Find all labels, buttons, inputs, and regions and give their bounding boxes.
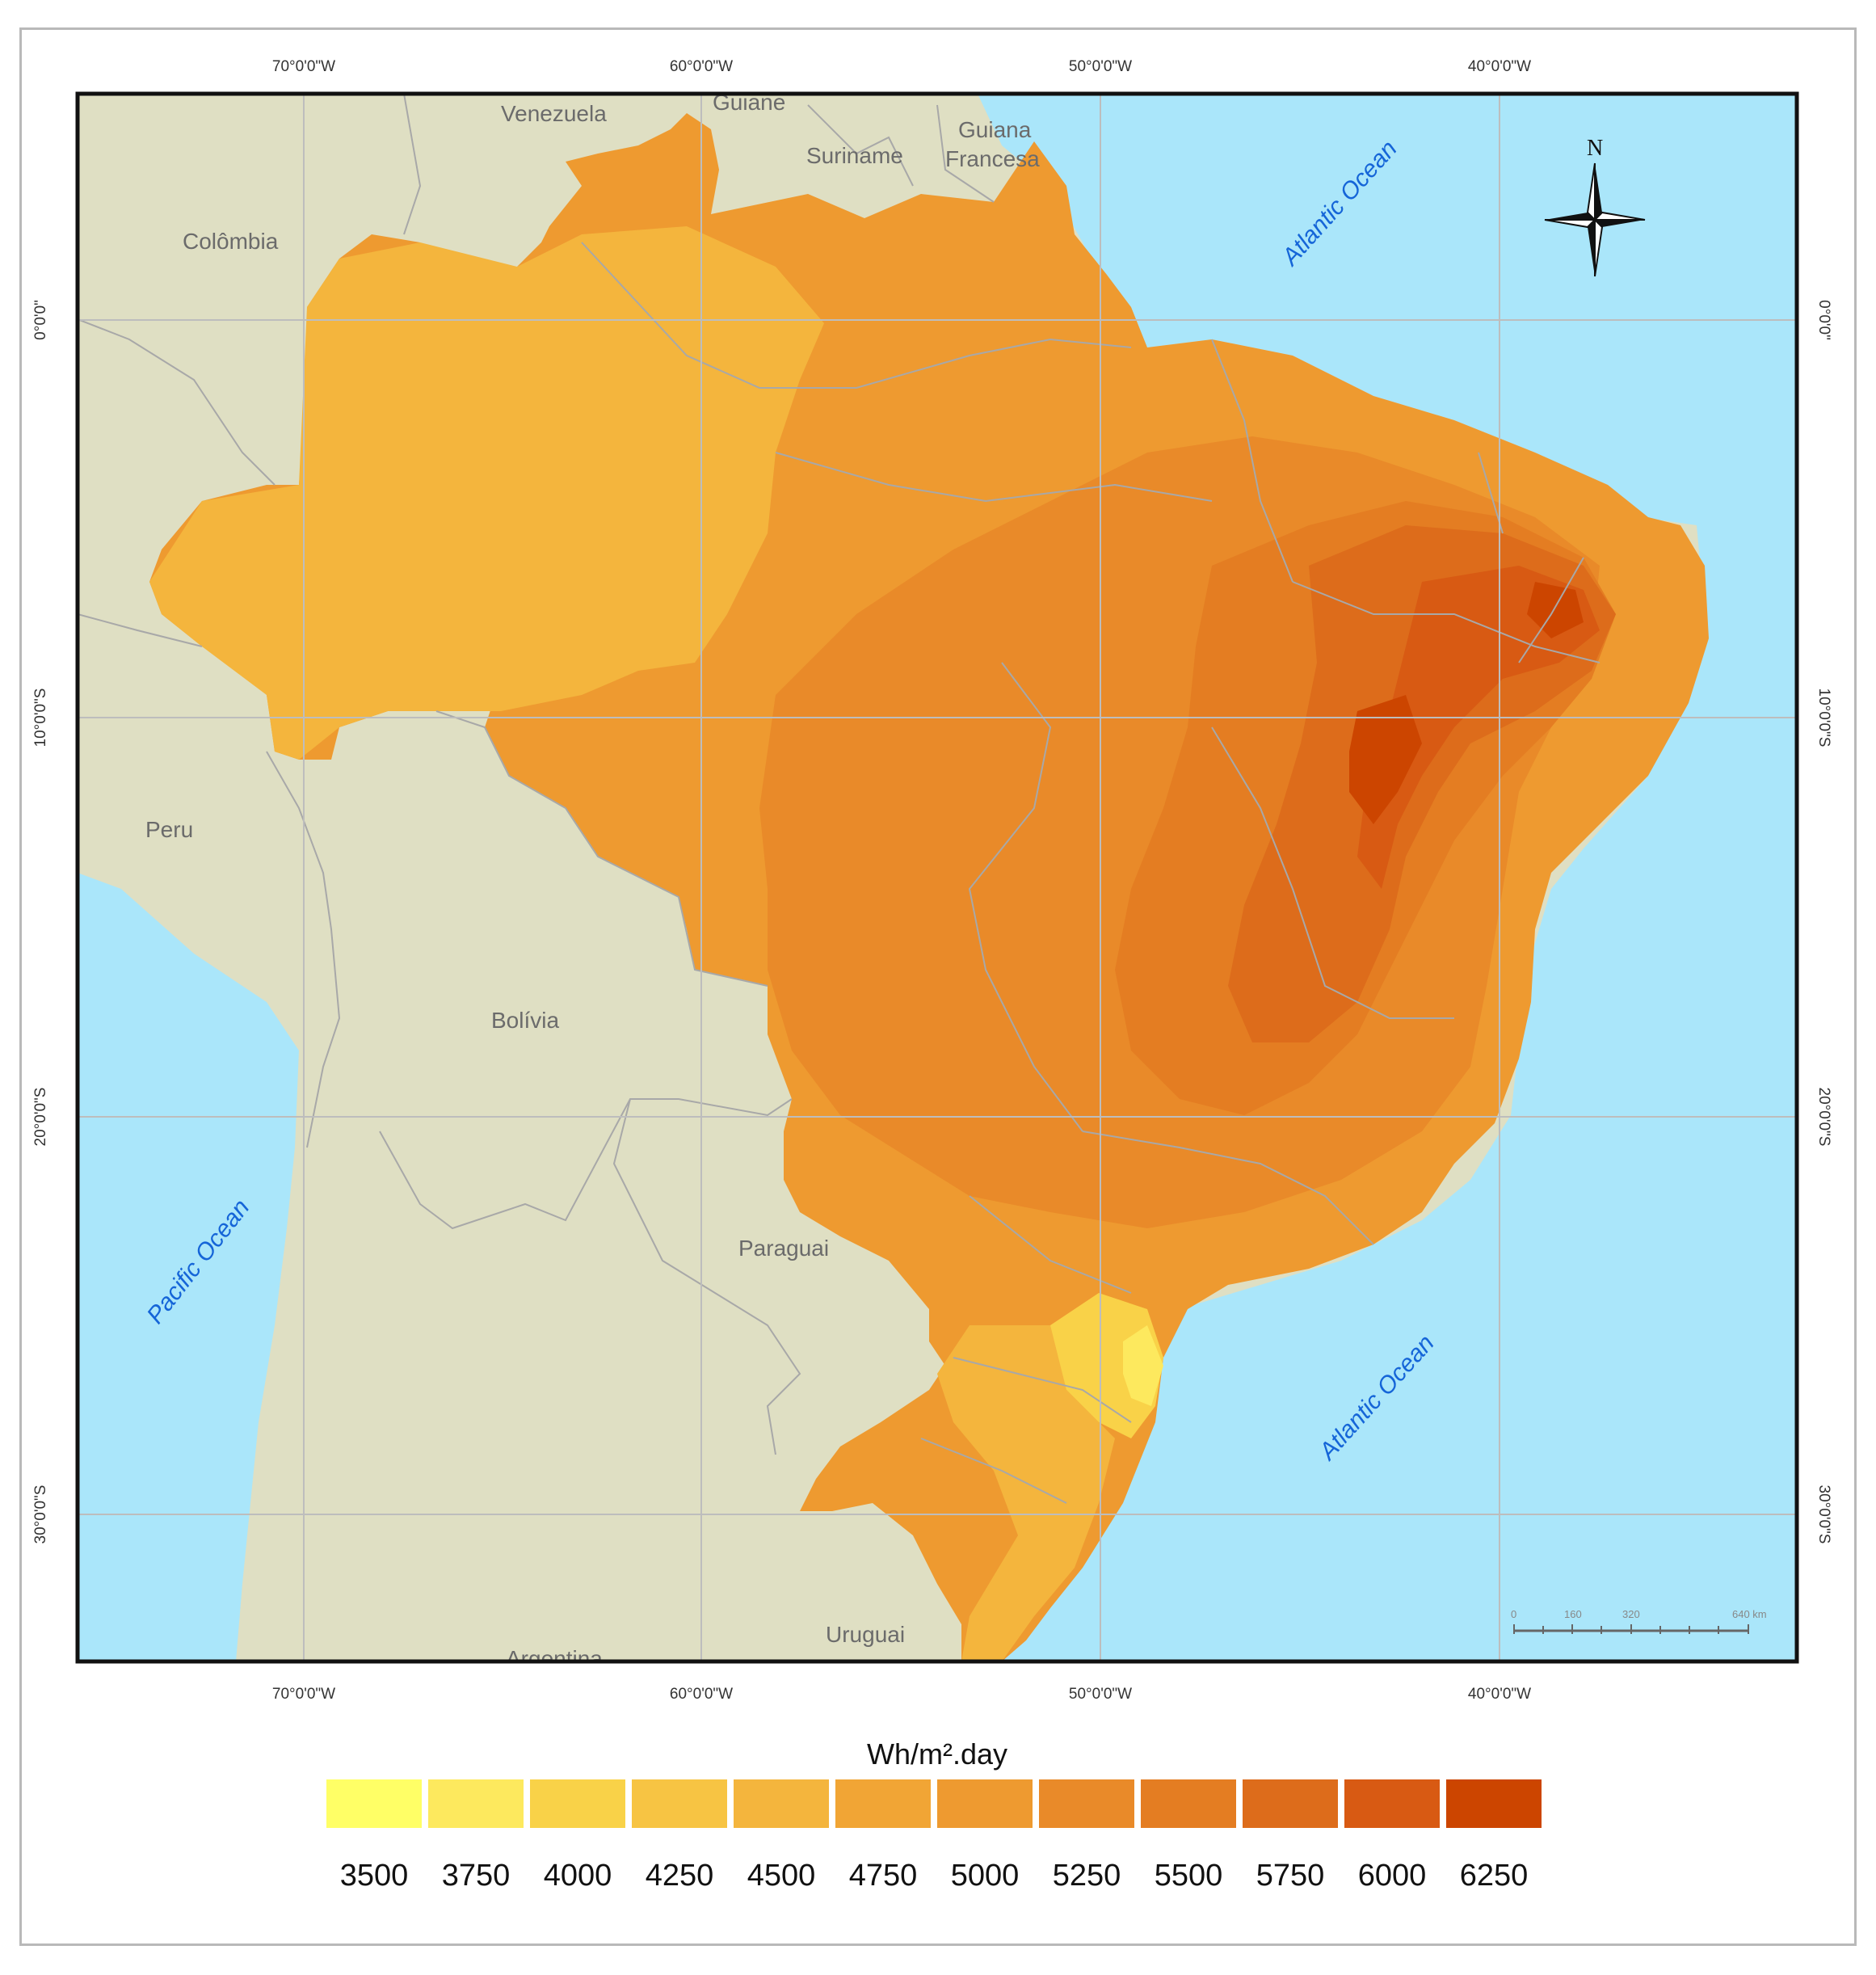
legend-label-3750: 3750 — [441, 1859, 511, 1893]
legend-label-5250: 5250 — [1052, 1859, 1121, 1893]
country-label-guiana: Guiana — [958, 117, 1032, 142]
legend-label-6000: 6000 — [1357, 1859, 1427, 1893]
legend-swatch-4000 — [530, 1779, 625, 1828]
lon-label-top-70w: 70°0'0"W — [272, 58, 335, 75]
legend-label-4500: 4500 — [747, 1859, 816, 1893]
outer-frame — [19, 27, 1857, 1946]
lat-label-right-30s: 30°0'0"S — [1815, 1485, 1832, 1544]
country-label-peru: Peru — [145, 817, 193, 842]
legend-swatch-4500 — [734, 1779, 829, 1828]
lon-label-top-60w: 60°0'0"W — [670, 58, 733, 75]
zone-4500 — [149, 226, 824, 760]
lon-label-bottom-50w: 50°0'0"W — [1069, 1686, 1132, 1703]
lat-label-left-0: 0°0'0" — [32, 300, 49, 340]
legend-swatch-5000 — [937, 1779, 1033, 1828]
legend-swatch-5750 — [1243, 1779, 1338, 1828]
zone-3750-south — [1123, 1325, 1163, 1406]
graticule-lines — [78, 94, 1797, 1661]
legend-label-4750: 4750 — [848, 1859, 918, 1893]
country-label-uruguai: Uruguai — [826, 1622, 905, 1647]
legend-label-6250: 6250 — [1459, 1859, 1529, 1893]
north-arrow-icon: N — [1544, 136, 1646, 277]
country-label-suriname: Suriname — [806, 143, 903, 168]
scale-label-160: 160 — [1564, 1608, 1582, 1620]
zone-6000 — [1357, 566, 1600, 889]
legend-swatch-4250 — [632, 1779, 727, 1828]
legend-label-4000: 4000 — [543, 1859, 612, 1893]
zone-6250 — [1349, 582, 1584, 824]
north-arrow-label: N — [1587, 136, 1603, 161]
country-label-argentina: Argentina — [506, 1646, 603, 1671]
legend-swatch-5250 — [1039, 1779, 1134, 1828]
zone-4000-south — [1042, 1293, 1163, 1438]
legend-swatch-3500 — [326, 1779, 422, 1828]
lon-label-bottom-70w: 70°0'0"W — [272, 1686, 335, 1703]
country-label-colombia: Colômbia — [183, 229, 279, 254]
legend-label-5500: 5500 — [1154, 1859, 1223, 1893]
country-label-guiane: Guiane — [713, 90, 785, 115]
lat-label-left-20s: 20°0'0"S — [32, 1088, 49, 1147]
legend-swatch-6000 — [1344, 1779, 1440, 1828]
country-label-francesa: Francesa — [945, 146, 1040, 171]
legend-label-4250: 4250 — [645, 1859, 714, 1893]
lat-label-left-10s: 10°0'0"S — [32, 689, 49, 747]
legend-label-5750: 5750 — [1256, 1859, 1325, 1893]
legend-label-3500: 3500 — [339, 1859, 409, 1893]
lon-label-bottom-60w: 60°0'0"W — [670, 1686, 733, 1703]
lat-label-left-30s: 30°0'0"S — [32, 1485, 49, 1544]
lon-label-bottom-40w: 40°0'0"W — [1468, 1686, 1531, 1703]
legend-title: Wh/m².day — [866, 1737, 1008, 1771]
lon-label-top-40w: 40°0'0"W — [1468, 58, 1531, 75]
lon-label-top-50w: 50°0'0"W — [1069, 58, 1132, 75]
legend-swatch-4750 — [835, 1779, 931, 1828]
legend-swatch-6250 — [1446, 1779, 1542, 1828]
scale-label-0: 0 — [1511, 1608, 1516, 1620]
scale-bar: 0 160 320 640 km — [1511, 1608, 1767, 1634]
country-label-paraguai: Paraguai — [738, 1236, 829, 1261]
country-label-venezuela: Venezuela — [501, 101, 607, 126]
legend-swatch-5500 — [1141, 1779, 1236, 1828]
lat-label-right-0: 0°0'0" — [1815, 300, 1832, 340]
legend-swatch-3750 — [428, 1779, 524, 1828]
country-label-bolivia: Bolívia — [491, 1008, 559, 1033]
legend-label-5000: 5000 — [950, 1859, 1020, 1893]
lat-label-right-20s: 20°0'0"S — [1815, 1088, 1832, 1147]
lat-label-right-10s: 10°0'0"S — [1815, 689, 1832, 747]
scale-label-320: 320 — [1622, 1608, 1640, 1620]
scale-label-640: 640 km — [1732, 1608, 1767, 1620]
zone-4500-south — [937, 1325, 1115, 1661]
map-frame — [75, 91, 1799, 1664]
